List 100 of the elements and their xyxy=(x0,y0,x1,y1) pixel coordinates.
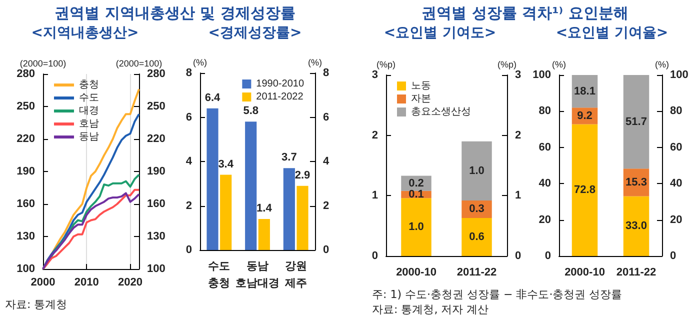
chart-subtitle: <경제성장률> xyxy=(208,24,302,42)
data-label: 51.7 xyxy=(626,116,647,128)
y-tick-label: 100 xyxy=(532,69,551,81)
y2-axis-title: (%) xyxy=(308,58,322,68)
y-axis-title: (2000=100) xyxy=(20,58,66,68)
legend-label: 호남 xyxy=(79,118,99,130)
y2-axis-title: (%) xyxy=(655,60,669,70)
y-tick-label: 2 xyxy=(186,200,192,212)
data-label: 3.7 xyxy=(282,152,297,164)
x-tick-label: 2000-10 xyxy=(564,266,605,278)
y2-tick-label: 0 xyxy=(670,250,676,262)
y2-tick-label: 20 xyxy=(670,214,682,226)
bar xyxy=(245,122,257,250)
data-label: 1.0 xyxy=(469,164,484,177)
y-tick-label: 2 xyxy=(372,129,378,142)
text: 주: 1) 수도·충청권 성장률 − 非수도·충청권 성장률 xyxy=(372,287,622,302)
bar xyxy=(258,219,270,250)
bar xyxy=(462,141,492,200)
data-label: 33.0 xyxy=(626,220,647,232)
x-tick-label: 2020 xyxy=(118,276,143,288)
x-tick-label: 강원 제주 xyxy=(284,260,307,290)
chart-subtitle: <요인별 기여도> xyxy=(384,24,496,42)
y2-tick-label: 190 xyxy=(147,166,166,178)
y-tick-label: 0 xyxy=(186,244,192,256)
chart-subtitle: <요인별 기여율> xyxy=(556,24,668,42)
y-tick-label: 130 xyxy=(16,230,35,242)
data-label: 0.3 xyxy=(469,203,484,216)
chart-subtitle: <지역내총생산> xyxy=(31,24,139,42)
x-tick-label: 2000 xyxy=(30,276,56,288)
legend-label: 노동 xyxy=(411,80,431,92)
y-tick-label: 80 xyxy=(538,105,551,118)
y-tick-label: 60 xyxy=(538,141,551,154)
y2-tick-label: 40 xyxy=(670,178,682,190)
data-label: 15.3 xyxy=(626,176,647,188)
y-tick-label: 220 xyxy=(16,133,35,145)
y-tick-label: 8 xyxy=(186,67,192,79)
legend-label: 자본 xyxy=(411,94,431,104)
y-tick-label: 280 xyxy=(16,68,35,80)
y2-tick-label: 160 xyxy=(147,198,166,210)
y-tick-label: 1 xyxy=(372,190,378,202)
legend-label: 수도 xyxy=(79,92,99,104)
data-label: 3.4 xyxy=(218,158,234,170)
y2-tick-label: 0 xyxy=(515,250,522,262)
y-tick-label: 100 xyxy=(16,263,35,275)
y-tick-label: 40 xyxy=(538,178,551,190)
y2-tick-label: 2 xyxy=(515,129,522,142)
bar xyxy=(462,218,492,256)
data-label: 0.2 xyxy=(408,177,424,190)
x-tick-label: 2000-10 xyxy=(396,266,436,278)
y2-tick-label: 60 xyxy=(670,141,682,154)
y2-tick-label: 250 xyxy=(147,100,166,112)
y-tick-label: 160 xyxy=(16,198,35,210)
y2-axis-title: (2000=100) xyxy=(116,58,162,68)
data-label: 0.1 xyxy=(408,188,424,200)
y2-tick-label: 6 xyxy=(323,111,330,124)
y2-tick-label: 100 xyxy=(147,263,166,275)
y-tick-label: 6 xyxy=(186,111,192,124)
data-label: 2.9 xyxy=(294,169,310,182)
x-tick-label: 동남 호남대경 xyxy=(236,260,280,290)
data-label: 18.1 xyxy=(574,85,596,98)
bar xyxy=(623,75,650,169)
y-axis-title: (%) xyxy=(552,60,566,70)
bar xyxy=(296,186,308,250)
y-tick-label: 3 xyxy=(372,69,378,81)
data-label: 72.8 xyxy=(574,184,596,196)
y2-tick-label: 1 xyxy=(515,190,522,202)
bar xyxy=(206,108,218,250)
text: 자료: 통계청, 저자 계산 xyxy=(372,302,489,317)
x-tick-label: 2011-22 xyxy=(616,266,656,278)
y2-tick-label: 3 xyxy=(515,69,522,81)
y-tick-label: 0 xyxy=(372,250,378,262)
bar xyxy=(623,196,650,256)
legend-label: 2011-2022 xyxy=(256,92,304,102)
y2-tick-label: 0 xyxy=(323,244,330,256)
y-tick-label: 20 xyxy=(538,214,551,226)
legend-label: 충청 xyxy=(79,80,99,90)
y-axis-title: (%p) xyxy=(376,60,396,70)
text: 권역별 지역내총생산 및 경제성장률 xyxy=(54,4,296,23)
x-tick-label: 수도 충청 xyxy=(208,260,230,290)
data-label: 5.8 xyxy=(243,105,258,118)
data-label: 1.4 xyxy=(256,202,273,215)
bar xyxy=(220,174,232,250)
y2-tick-label: 130 xyxy=(147,230,166,242)
y-axis-title: (%) xyxy=(193,58,207,68)
legend-label: 총요소생산성 xyxy=(411,106,471,118)
data-label: 9.2 xyxy=(577,110,592,122)
bar xyxy=(401,198,432,256)
legend-label: 동남 xyxy=(79,132,99,142)
y2-tick-label: 80 xyxy=(670,105,682,118)
bar xyxy=(283,168,295,250)
data-label: 0.6 xyxy=(469,230,484,243)
x-tick-label: 2011-22 xyxy=(456,266,497,278)
y-tick-label: 0 xyxy=(544,250,551,262)
y2-tick-label: 2 xyxy=(323,200,330,212)
x-tick-label: 2010 xyxy=(74,276,99,288)
y-tick-label: 190 xyxy=(16,166,35,178)
y-tick-label: 250 xyxy=(16,100,35,112)
y2-tick-label: 100 xyxy=(670,69,688,81)
y2-axis-title: (%p) xyxy=(497,60,517,70)
legend-label: 대경 xyxy=(79,106,99,116)
